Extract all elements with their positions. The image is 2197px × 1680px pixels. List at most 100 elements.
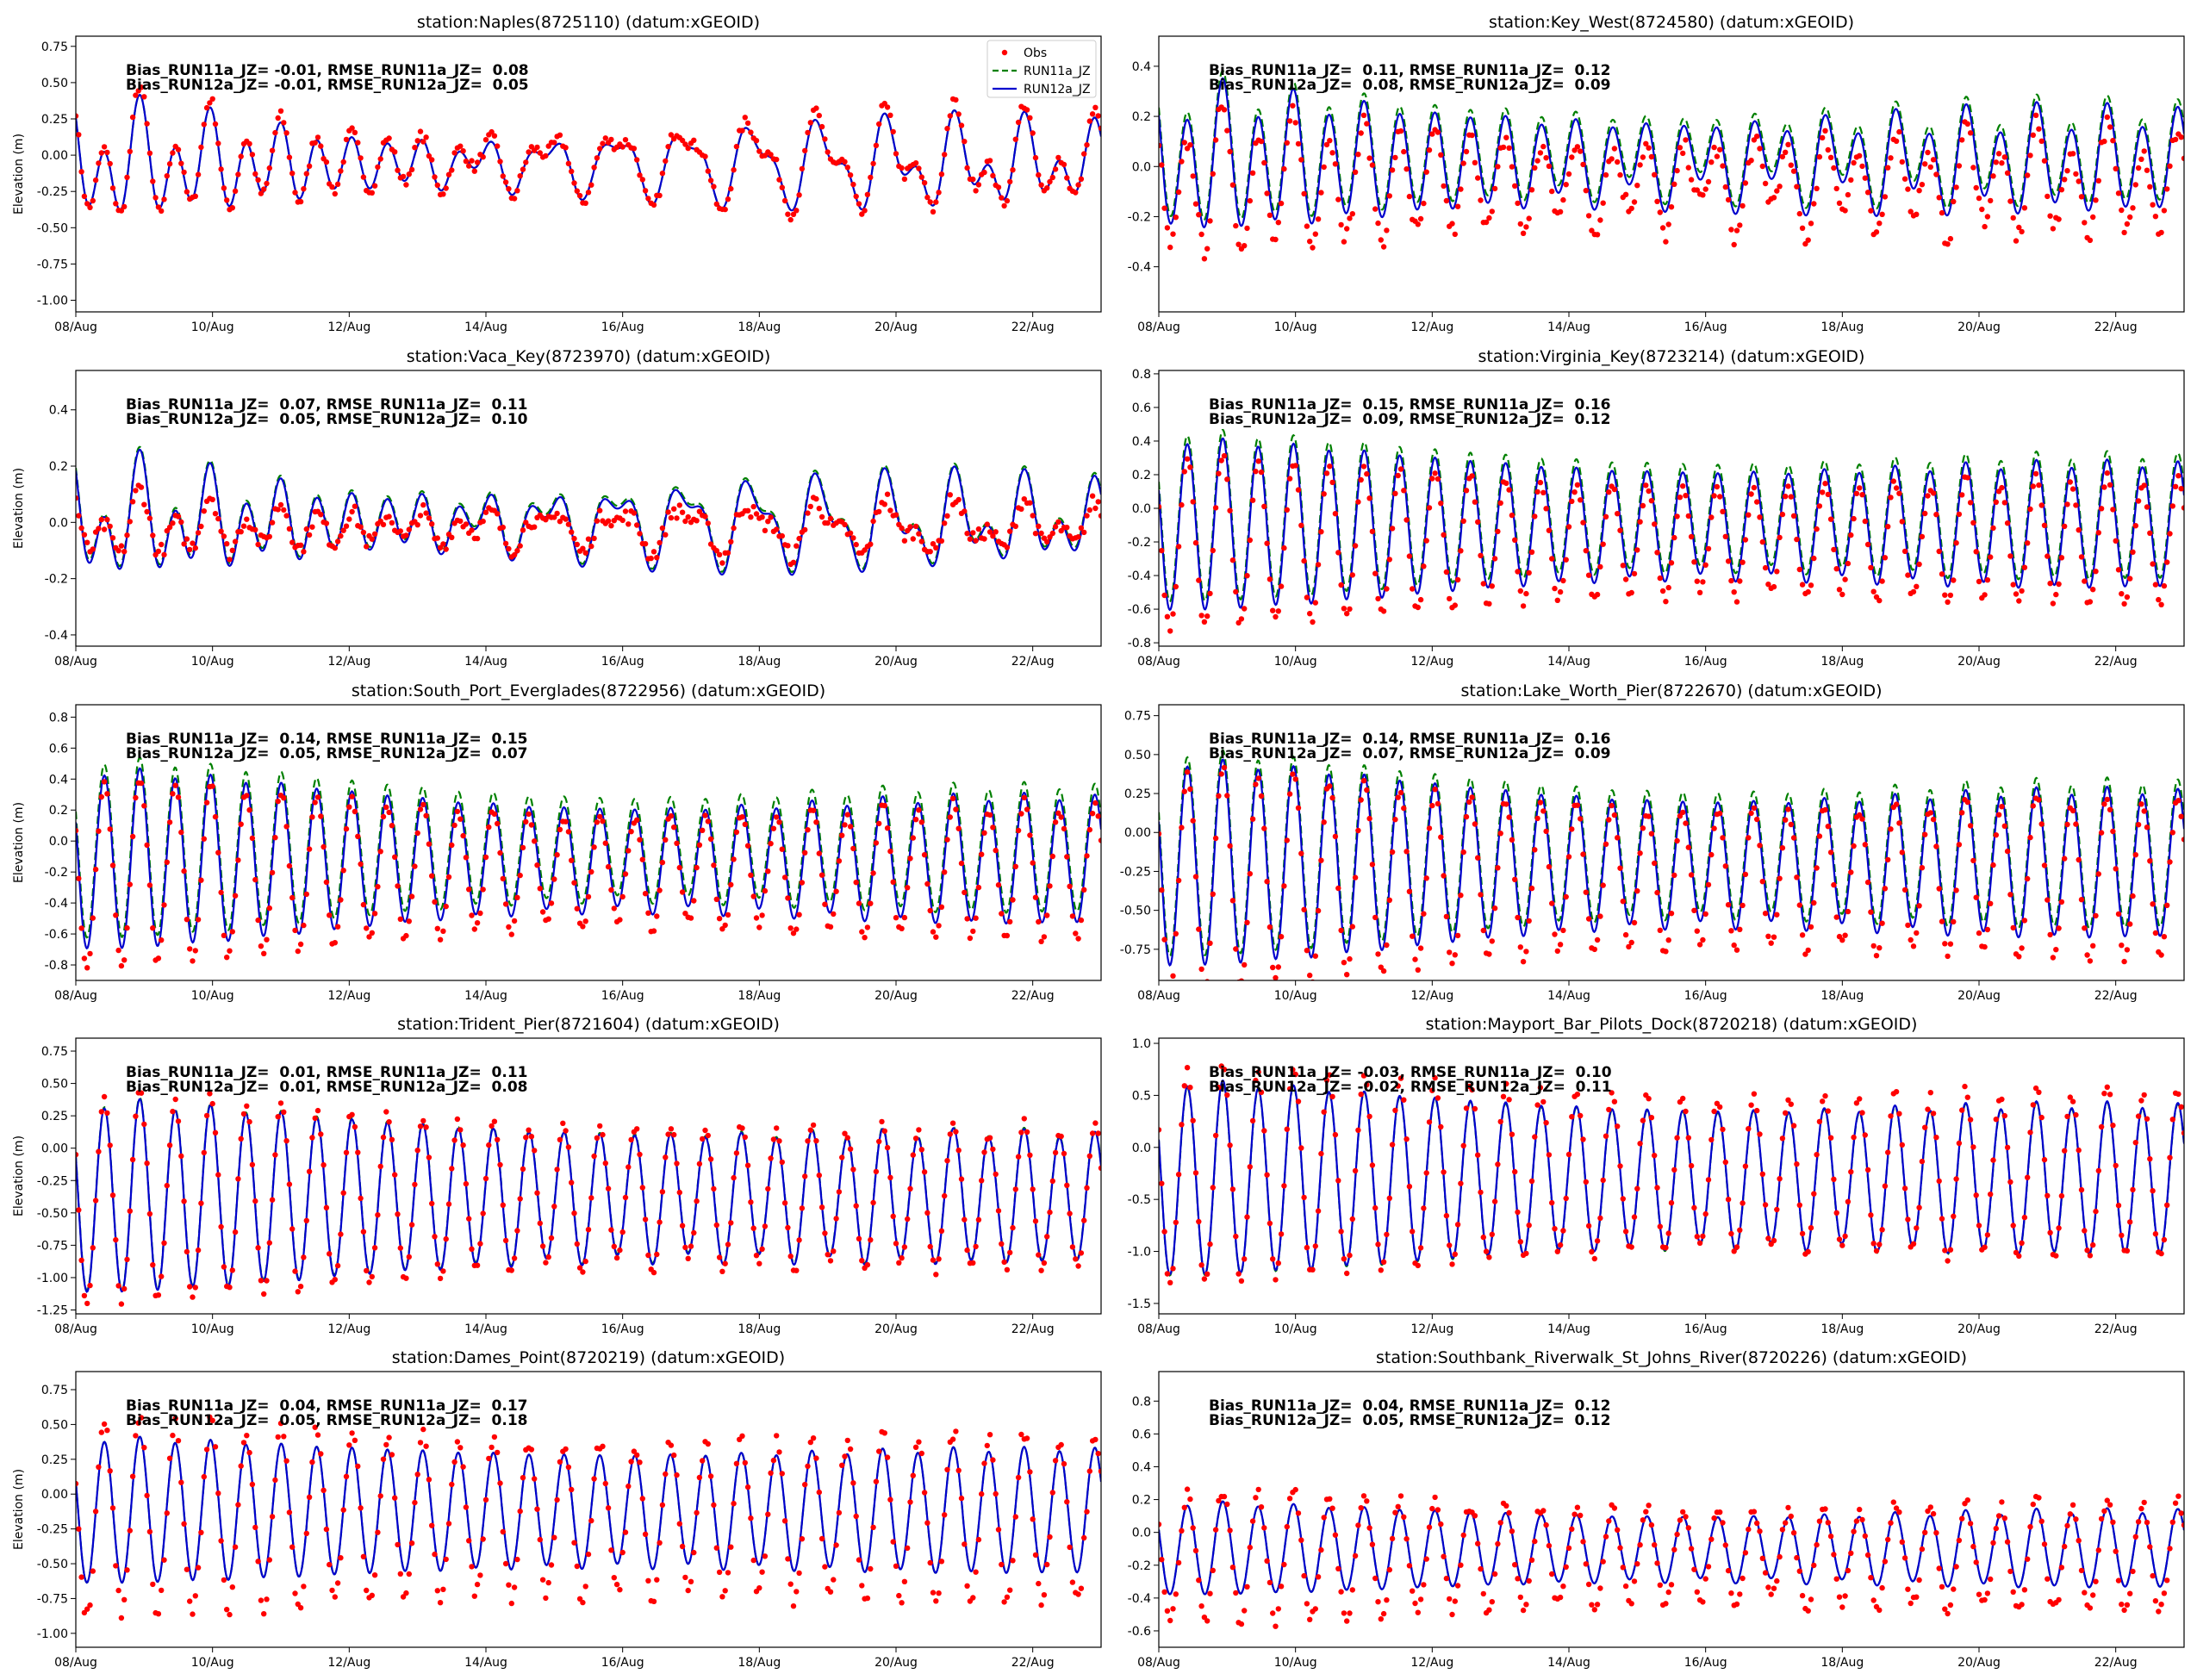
obs-point — [1475, 175, 1481, 181]
obs-point — [261, 186, 267, 192]
obs-point — [537, 1220, 543, 1227]
obs-point — [1460, 1532, 1466, 1539]
obs-point — [1196, 577, 1202, 583]
obs-point — [1816, 1518, 1823, 1524]
obs-point — [517, 872, 523, 879]
obs-point — [1746, 512, 1752, 518]
obs-point — [933, 1598, 939, 1604]
obs-point — [910, 835, 917, 841]
obs-point — [833, 888, 839, 894]
obs-point — [2056, 581, 2062, 588]
obs-point — [862, 208, 868, 214]
obs-point — [1092, 800, 1098, 806]
obs-point — [2135, 498, 2142, 504]
obs-point — [340, 527, 346, 533]
obs-point — [1506, 487, 1512, 493]
obs-point — [1831, 165, 1837, 171]
obs-point — [1802, 240, 1808, 247]
obs-point — [323, 1204, 330, 1211]
obs-point — [744, 120, 751, 127]
obs-point — [2098, 1515, 2105, 1522]
obs-point — [1927, 810, 1933, 816]
obs-point — [144, 842, 150, 849]
obs-point — [1646, 813, 1652, 819]
obs-point — [999, 195, 1005, 201]
obs-point — [964, 916, 970, 922]
obs-point — [1329, 150, 1335, 156]
obs-point — [1403, 849, 1410, 855]
obs-point — [1594, 1602, 1601, 1608]
obs-point — [696, 1160, 703, 1167]
obs-point — [1426, 505, 1433, 511]
obs-point — [201, 1149, 207, 1156]
obs-point — [582, 200, 588, 206]
obs-point — [1081, 887, 1087, 893]
obs-point — [1397, 1075, 1404, 1081]
obs-point — [1563, 182, 1569, 188]
obs-point — [742, 115, 748, 121]
obs-point — [1318, 1150, 1324, 1157]
obs-point — [1355, 499, 1361, 505]
obs-point — [1925, 1508, 1931, 1515]
obs-point — [1064, 525, 1070, 531]
obs-point — [938, 171, 945, 177]
obs-point — [557, 1136, 563, 1143]
obs-point — [1298, 157, 1304, 163]
obs-point — [1179, 501, 1185, 508]
obs-point — [1069, 1244, 1076, 1250]
obs-point — [853, 193, 859, 200]
obs-point — [565, 829, 572, 835]
obs-point — [1278, 1584, 1285, 1590]
obs-point — [1799, 932, 1806, 938]
obs-point — [1204, 1271, 1211, 1278]
obs-point — [2053, 947, 2059, 953]
obs-point — [434, 535, 440, 541]
obs-point — [1364, 470, 1370, 477]
obs-point — [451, 1137, 457, 1143]
obs-point — [1159, 1557, 1165, 1563]
obs-point — [184, 189, 190, 195]
obs-point — [1255, 1069, 1261, 1075]
obs-point — [440, 541, 446, 547]
obs-point — [990, 533, 996, 539]
obs-point — [1517, 221, 1524, 227]
obs-point — [1771, 1585, 1777, 1591]
obs-point — [355, 833, 361, 839]
obs-point — [631, 146, 638, 152]
obs-point — [346, 1442, 352, 1448]
obs-point — [1295, 805, 1302, 811]
obs-point — [1212, 1132, 1219, 1139]
obs-point — [1833, 1576, 1839, 1582]
obs-point — [1332, 511, 1339, 517]
obs-point — [1364, 1498, 1370, 1504]
obs-point — [2007, 198, 2013, 204]
obs-point — [975, 526, 982, 532]
obs-point — [1700, 1599, 1706, 1605]
obs-point — [563, 516, 569, 522]
obs-point — [639, 856, 645, 862]
obs-point — [497, 1161, 503, 1168]
obs-point — [155, 1292, 162, 1298]
obs-point — [1951, 198, 1957, 205]
obs-point — [2144, 504, 2150, 510]
obs-point — [1275, 608, 1282, 614]
obs-point — [1600, 541, 1606, 547]
obs-point — [2093, 1578, 2099, 1584]
obs-point — [1617, 171, 1623, 178]
obs-point — [944, 1158, 950, 1164]
obs-point — [360, 1553, 367, 1560]
obs-point — [1327, 1072, 1333, 1078]
obs-point — [999, 1561, 1005, 1568]
obs-point — [1061, 161, 1067, 168]
obs-point — [314, 794, 321, 800]
obs-point — [748, 514, 754, 520]
obs-point — [155, 204, 162, 210]
obs-point — [884, 1454, 891, 1460]
obs-point — [443, 1235, 449, 1242]
series-obs — [76, 779, 1101, 971]
obs-point — [1238, 1278, 1245, 1285]
obs-point — [964, 165, 970, 171]
obs-point — [933, 199, 939, 205]
obs-point — [118, 543, 125, 549]
obs-point — [1301, 906, 1307, 913]
